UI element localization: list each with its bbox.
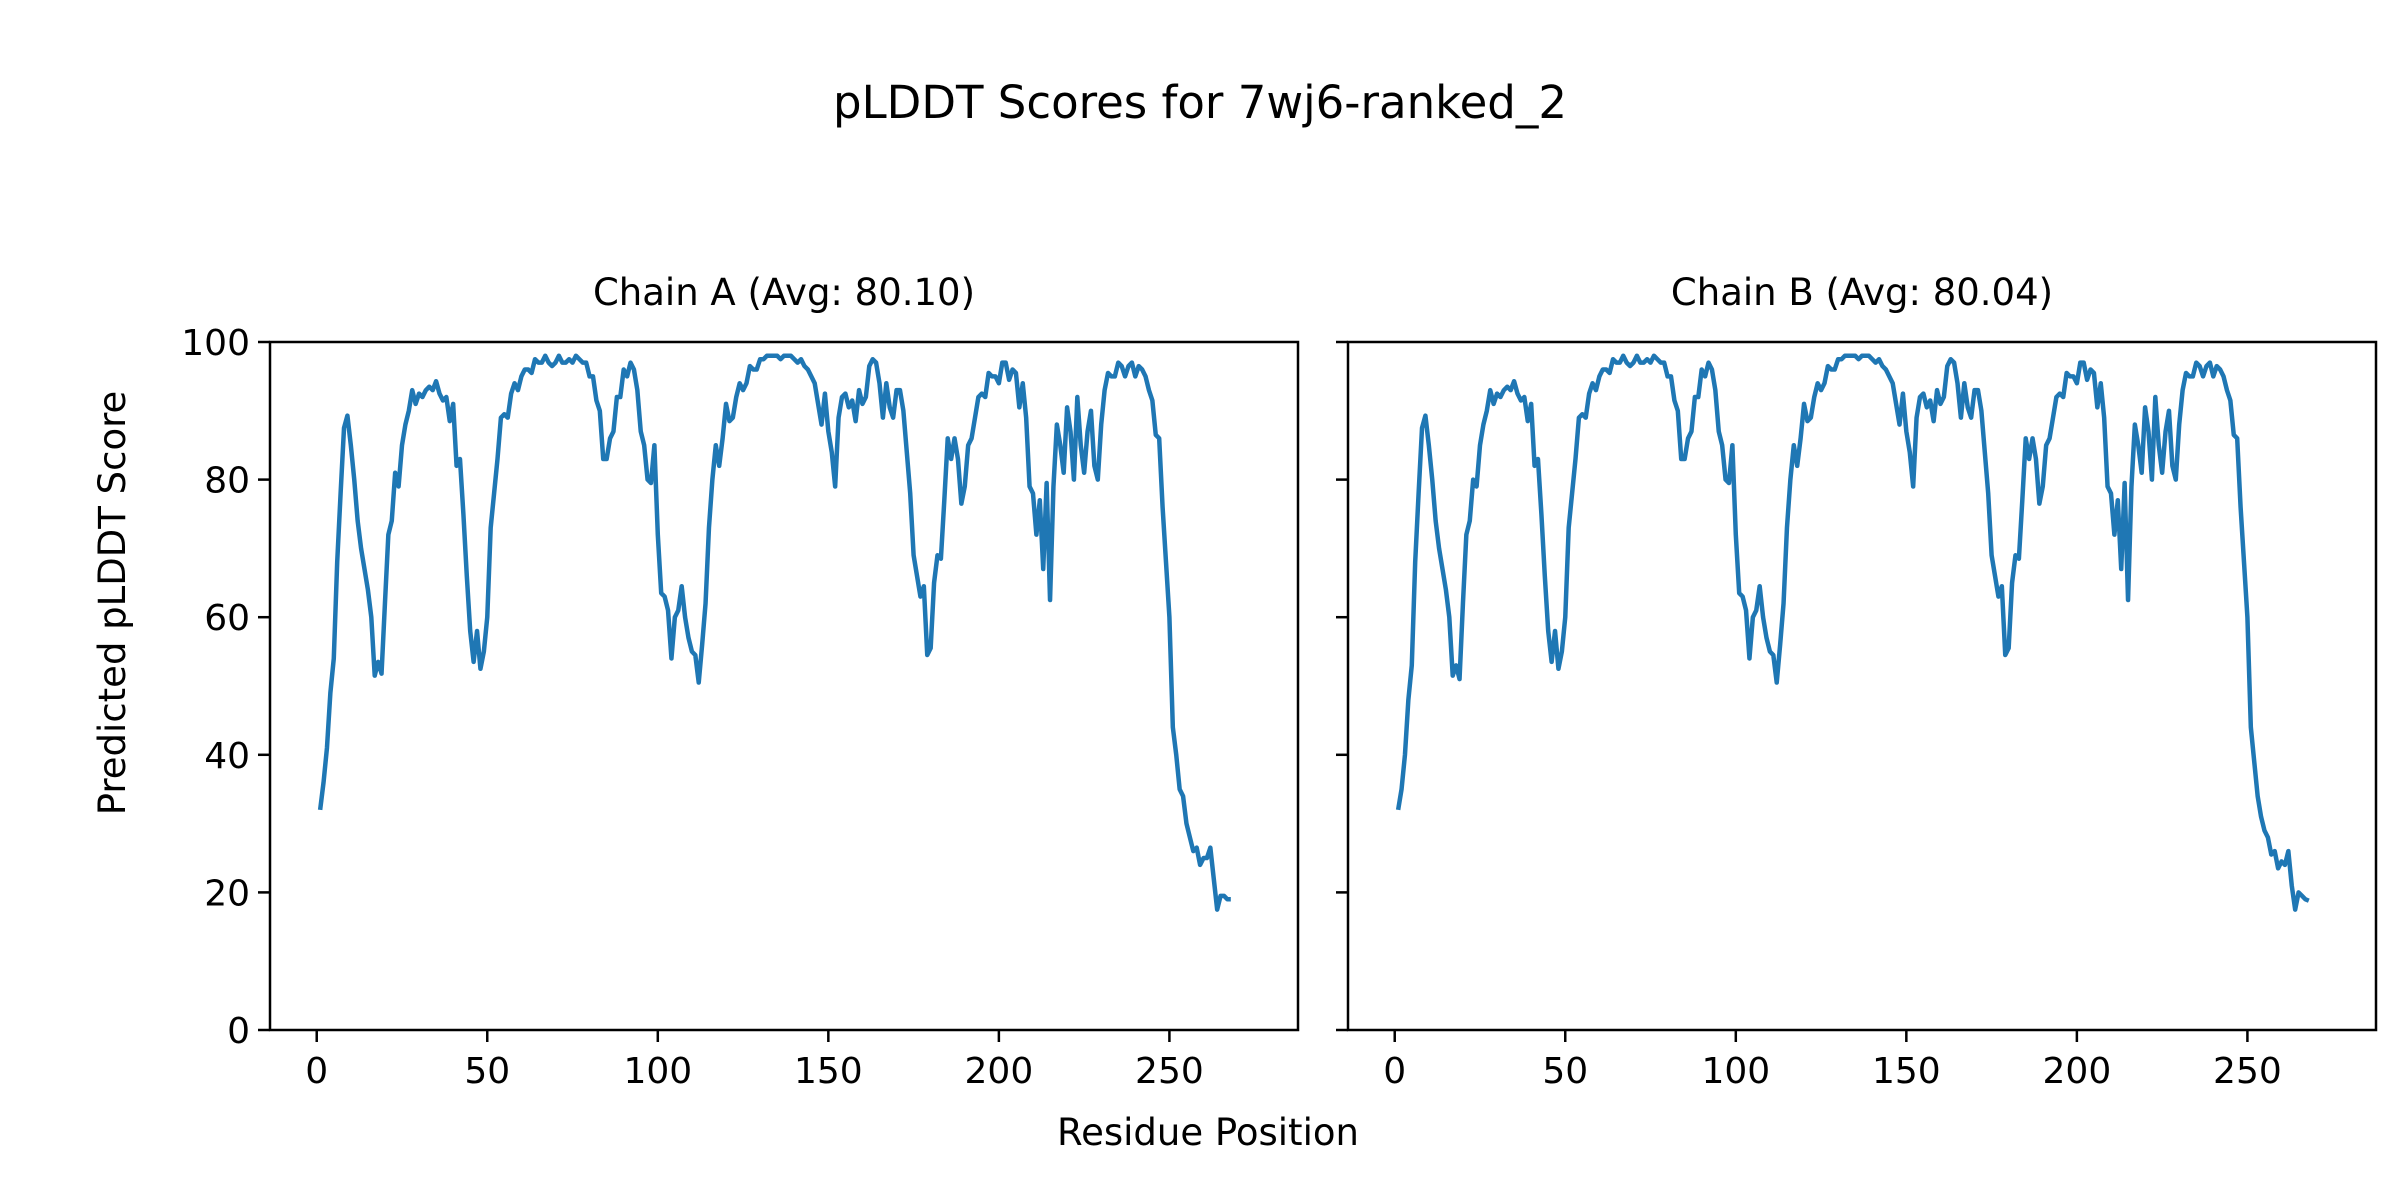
chain-a-title: Chain A (Avg: 80.10)	[593, 271, 975, 314]
chain-a-x-tick-label: 50	[464, 1051, 510, 1092]
chain-a-panel: Chain A (Avg: 80.10) 0 50 100 150 200 250 0 20…	[181, 271, 1300, 1092]
chain-a-y-axis: 0 20 40 60 80 100	[181, 323, 270, 1052]
figure-title: pLDDT Scores for 7wj6-ranked_2	[833, 76, 1567, 129]
chain-a-x-tick-label: 250	[1135, 1051, 1204, 1092]
chain-b-y-axis	[1336, 340, 1348, 1032]
chain-b-plddt-line	[1395, 353, 2310, 912]
chain-b-x-axis: 0 50 100 150 200 250	[1383, 1030, 2282, 1092]
chain-a-y-tick-label: 20	[204, 873, 250, 914]
chain-a-y-tick-label: 100	[181, 323, 250, 364]
figure-y-axis-label: Predicted pLDDT Score	[91, 391, 134, 816]
chain-b-x-tick-label: 100	[1701, 1051, 1770, 1092]
chain-a-x-tick-label: 100	[623, 1051, 692, 1092]
chain-b-x-tick-label: 50	[1542, 1051, 1588, 1092]
chain-a-plddt-line	[317, 353, 1231, 912]
chain-a-x-tick-label: 0	[305, 1051, 328, 1092]
chain-b-x-tick-label: 150	[1872, 1051, 1941, 1092]
chain-b-x-tick-label: 0	[1383, 1051, 1406, 1092]
figure-x-axis-label: Residue Position	[1057, 1111, 1359, 1154]
chain-b-title: Chain B (Avg: 80.04)	[1671, 271, 2053, 314]
chain-a-plot-frame	[268, 340, 1300, 1032]
chain-a-y-tick-label: 80	[204, 461, 250, 502]
chain-a-y-tick-label: 40	[204, 736, 250, 777]
chain-a-x-axis: 0 50 100 150 200 250	[305, 1030, 1204, 1092]
chain-b-x-tick-label: 200	[2043, 1051, 2112, 1092]
chain-b-panel: Chain B (Avg: 80.04) 0 50 100 150 200 250	[1336, 271, 2378, 1092]
chain-a-y-tick-label: 0	[227, 1011, 250, 1052]
chain-a-x-tick-label: 150	[794, 1051, 863, 1092]
chain-a-y-tick-label: 60	[204, 598, 250, 639]
chain-a-x-tick-label: 200	[965, 1051, 1034, 1092]
chain-b-plot-frame	[1346, 340, 2378, 1032]
chain-b-x-tick-label: 250	[2213, 1051, 2282, 1092]
